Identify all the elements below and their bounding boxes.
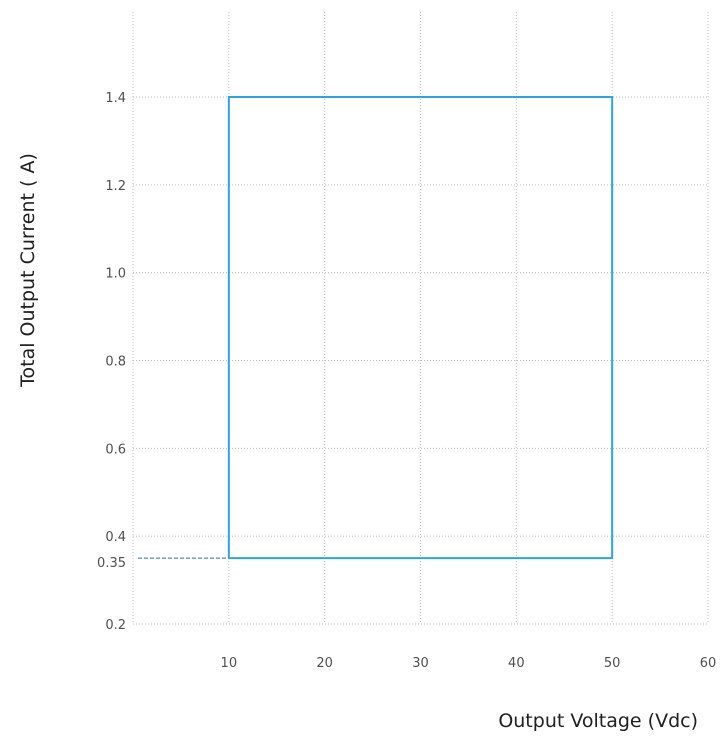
y-tick-label: 0.4 — [105, 530, 126, 545]
y-tick-label: 0.6 — [105, 442, 126, 457]
y-tick-label: 1.0 — [105, 267, 126, 282]
y-tick-label: 1.4 — [105, 91, 126, 106]
x-tick-label: 30 — [412, 656, 429, 671]
y-axis-title: Total Output Current ( A) — [17, 153, 39, 388]
y-tick-label: 0.8 — [105, 355, 126, 370]
y-tick-labels: 0.2 0.4 0.6 0.8 1.0 1.2 1.4 — [105, 91, 126, 633]
y-tick-label: 1.2 — [105, 179, 126, 194]
annotation-label: 0.35 — [97, 556, 126, 571]
x-tick-labels: 10 20 30 40 50 60 — [221, 656, 717, 671]
x-tick-label: 10 — [221, 656, 238, 671]
gridlines — [132, 12, 709, 625]
x-tick-label: 40 — [508, 656, 525, 671]
y-tick-label: 0.2 — [105, 618, 126, 633]
x-tick-label: 20 — [316, 656, 333, 671]
x-tick-label: 60 — [700, 656, 717, 671]
series-line — [227, 96, 614, 560]
series-layer — [227, 96, 614, 560]
x-axis-title: Output Voltage (Vdc) — [498, 710, 698, 732]
x-tick-label: 50 — [604, 656, 621, 671]
